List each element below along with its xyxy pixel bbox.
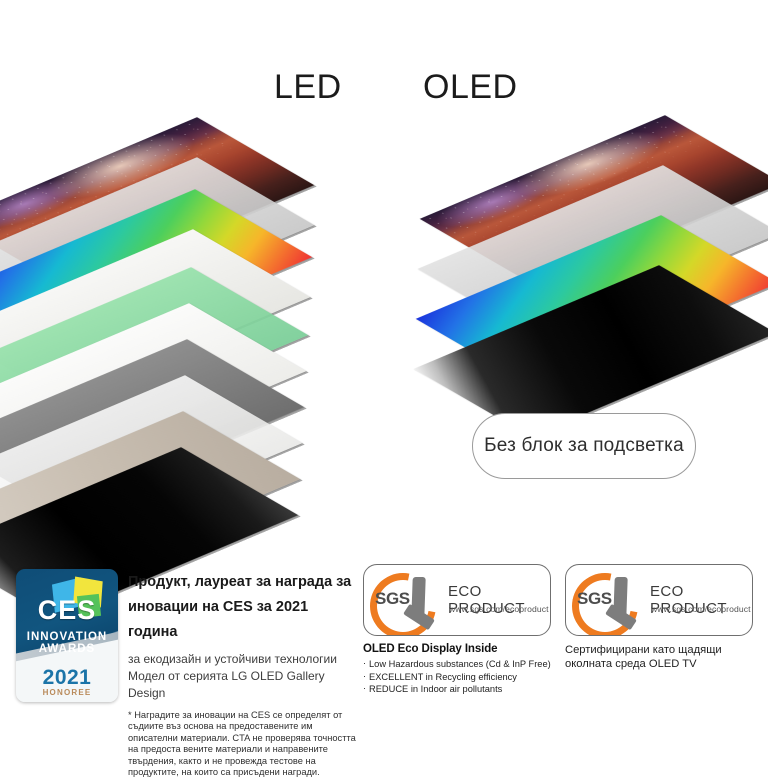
sgs-eco-product-url-2: www.sgs.com/ecoproduct bbox=[651, 604, 751, 614]
eco-bullet-list: Low Hazardous substances (Cd & InP Free)… bbox=[363, 657, 551, 696]
ces-badge-line-2: AWARDS bbox=[38, 643, 96, 655]
sgs-eco-product-block-1: SGS ECO PRODUCT www.sgs.com/ecoproduct O… bbox=[363, 564, 551, 696]
sgs-logo-text: SGS bbox=[375, 589, 410, 608]
list-item: REDUCE in Indoor air pollutants bbox=[363, 682, 551, 696]
led-layer-stack bbox=[0, 110, 368, 621]
ces-innovation-awards-badge: CES INNOVATION AWARDS 2021 HONOREE bbox=[16, 569, 118, 702]
no-backlight-callout: Без блок за подсветка bbox=[472, 413, 696, 479]
sgs-eco-product-title-2: ECO PRODUCT bbox=[650, 583, 727, 617]
sgs-logo-text: SGS bbox=[577, 589, 612, 608]
list-item: EXCELLENT in Recycling efficiency bbox=[363, 670, 551, 684]
list-item: Low Hazardous substances (Cd & InP Free) bbox=[363, 657, 551, 671]
ces-copy-block: Продукт, лауреат за награда за иновации … bbox=[128, 570, 360, 778]
sgs-certified-caption: Сертифицирани като щадящи околната среда… bbox=[565, 644, 722, 670]
ces-badge-honoree: HONOREE bbox=[42, 688, 92, 697]
sgs-logo-icon: SGS bbox=[364, 565, 449, 635]
sgs-eco-product-url-1: www.sgs.com/ecoproduct bbox=[449, 604, 549, 614]
ces-subline-2: Модел от серията LG OLED Gallery Design bbox=[128, 669, 325, 700]
sgs-eco-product-block-2: SGS ECO PRODUCT www.sgs.com/ecoproduct С… bbox=[565, 564, 753, 671]
ces-headline: Продукт, лауреат за награда за иновации … bbox=[128, 574, 352, 640]
panel-title-oled: OLED bbox=[423, 68, 518, 106]
ces-wordmark: CES bbox=[37, 595, 97, 625]
sgs-caption-2: Сертифицирани като щадящи околната среда… bbox=[565, 643, 753, 671]
illustration-stage: LED OLED Без блок за подсветка CES bbox=[0, 0, 768, 733]
sgs-logo-icon: SGS bbox=[566, 565, 651, 635]
ces-badge-line-1: INNOVATION bbox=[26, 631, 108, 643]
awards-strip: CES INNOVATION AWARDS 2021 HONOREE Проду… bbox=[0, 560, 768, 777]
sgs-caption-1: OLED Eco Display Inside Low Hazardous su… bbox=[363, 643, 551, 696]
sgs-badge-box-2: SGS ECO PRODUCT www.sgs.com/ecoproduct bbox=[565, 564, 753, 636]
ces-subline-1: за екодизайн и устойчиви технологии bbox=[128, 652, 337, 666]
ces-badge-year: 2021 bbox=[42, 666, 92, 689]
panel-title-led: LED bbox=[274, 68, 342, 106]
oled-eco-display-inside-title: OLED Eco Display Inside bbox=[363, 643, 498, 655]
sgs-badge-box-1: SGS ECO PRODUCT www.sgs.com/ecoproduct bbox=[363, 564, 551, 636]
ces-disclaimer: * Наградите за иновации на CES се опреде… bbox=[128, 710, 356, 778]
sgs-eco-product-title-1: ECO PRODUCT bbox=[448, 583, 525, 617]
oled-layer-stack bbox=[413, 108, 768, 439]
